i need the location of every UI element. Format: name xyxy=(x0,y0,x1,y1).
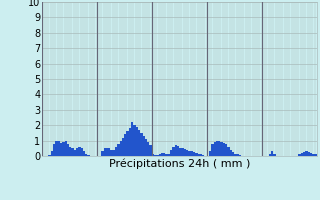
Bar xyxy=(225,144,227,156)
Bar xyxy=(101,151,104,156)
Bar xyxy=(271,151,273,156)
Bar xyxy=(142,136,145,156)
Bar xyxy=(131,122,133,156)
Bar xyxy=(85,154,87,156)
Bar xyxy=(193,152,195,156)
Bar xyxy=(74,150,76,156)
Bar xyxy=(152,154,154,156)
Bar xyxy=(129,128,131,156)
Bar xyxy=(120,141,122,156)
Bar xyxy=(239,155,241,156)
Bar xyxy=(106,148,108,156)
Bar xyxy=(69,147,71,156)
Bar xyxy=(113,150,115,156)
Bar xyxy=(303,152,305,156)
Bar xyxy=(149,145,152,156)
Bar xyxy=(49,155,51,156)
Bar xyxy=(154,155,156,156)
Bar xyxy=(315,154,317,156)
Bar xyxy=(87,155,90,156)
Bar xyxy=(65,141,67,156)
Bar xyxy=(197,154,200,156)
Bar xyxy=(301,153,303,156)
Bar xyxy=(186,150,188,156)
Bar xyxy=(170,150,172,156)
Bar xyxy=(236,154,239,156)
Bar xyxy=(71,148,74,156)
X-axis label: Précipitations 24h ( mm ): Précipitations 24h ( mm ) xyxy=(108,159,250,169)
Bar xyxy=(108,148,110,156)
Bar xyxy=(269,154,271,156)
Bar xyxy=(179,148,181,156)
Bar xyxy=(214,142,216,156)
Bar xyxy=(168,154,170,156)
Bar xyxy=(145,139,147,156)
Bar xyxy=(172,147,175,156)
Bar xyxy=(67,144,69,156)
Bar xyxy=(195,153,197,156)
Bar xyxy=(124,134,126,156)
Bar xyxy=(227,147,230,156)
Bar xyxy=(218,141,220,156)
Bar xyxy=(202,155,204,156)
Bar xyxy=(159,154,161,156)
Bar xyxy=(55,141,58,156)
Bar xyxy=(216,141,218,156)
Bar xyxy=(104,148,106,156)
Bar xyxy=(115,147,117,156)
Bar xyxy=(147,142,149,156)
Bar xyxy=(310,153,312,156)
Bar xyxy=(133,125,136,156)
Bar xyxy=(60,143,62,156)
Bar xyxy=(220,142,223,156)
Bar xyxy=(209,151,211,156)
Bar xyxy=(191,151,193,156)
Bar xyxy=(156,155,158,156)
Bar xyxy=(230,150,232,156)
Bar xyxy=(305,151,308,156)
Bar xyxy=(117,144,120,156)
Bar xyxy=(122,138,124,156)
Bar xyxy=(161,153,163,156)
Bar xyxy=(76,148,78,156)
Bar xyxy=(299,154,301,156)
Bar xyxy=(177,146,179,156)
Bar xyxy=(200,154,202,156)
Bar xyxy=(175,145,177,156)
Bar xyxy=(138,130,140,156)
Bar xyxy=(234,154,236,156)
Bar xyxy=(232,152,234,156)
Bar xyxy=(53,144,55,156)
Bar xyxy=(184,149,186,156)
Bar xyxy=(51,151,53,156)
Bar xyxy=(62,142,65,156)
Bar xyxy=(126,131,129,156)
Bar xyxy=(165,154,168,156)
Bar xyxy=(188,151,191,156)
Bar xyxy=(211,144,214,156)
Bar xyxy=(308,152,310,156)
Bar xyxy=(163,153,165,156)
Bar xyxy=(58,141,60,156)
Bar xyxy=(273,154,276,156)
Bar xyxy=(223,143,225,156)
Bar xyxy=(136,127,138,156)
Bar xyxy=(312,154,315,156)
Bar xyxy=(81,148,83,156)
Bar xyxy=(83,151,85,156)
Bar xyxy=(181,148,184,156)
Bar xyxy=(78,147,81,156)
Bar xyxy=(140,133,142,156)
Bar xyxy=(110,150,113,156)
